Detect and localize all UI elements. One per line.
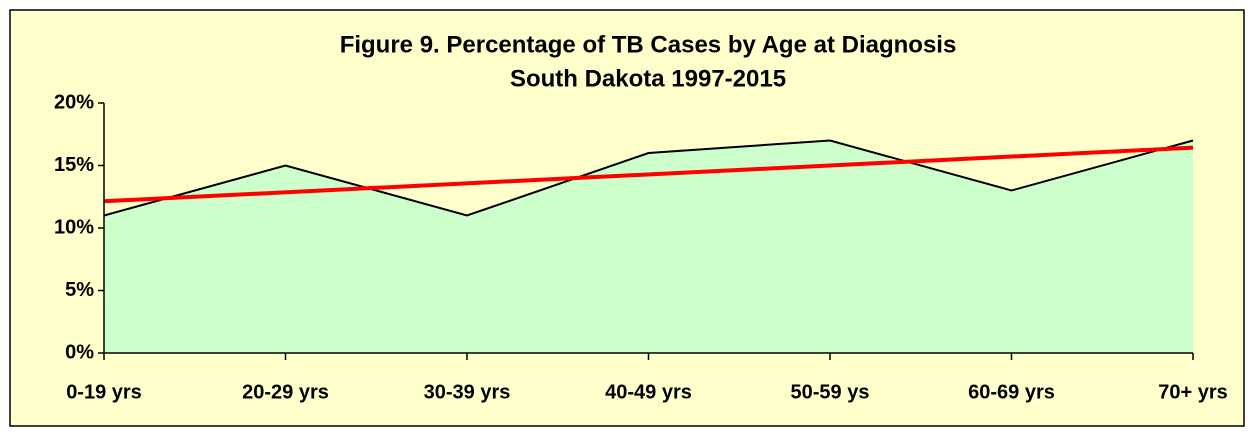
x-tick-label: 0-19 yrs — [66, 381, 142, 403]
y-tick-label: 5% — [65, 279, 94, 301]
area — [104, 140, 1193, 353]
x-tick-label: 60-69 yrs — [968, 381, 1055, 403]
x-tick-label: 50-59 ys — [791, 381, 870, 403]
y-tick-label: 20% — [54, 91, 94, 113]
y-tick-label: 0% — [65, 341, 94, 363]
x-tick-label: 70+ yrs — [1158, 381, 1228, 403]
y-tick-label: 15% — [54, 154, 94, 176]
chart-title: Figure 9. Percentage of TB Cases by Age … — [340, 31, 957, 58]
trend-line — [103, 145, 1194, 204]
chart-subtitle: South Dakota 1997-2015 — [510, 65, 786, 92]
x-tick-label: 40-49 yrs — [605, 381, 692, 403]
x-tick-label: 30-39 yrs — [424, 381, 511, 403]
y-tick-label: 10% — [54, 216, 94, 238]
x-tick-label: 20-29 yrs — [242, 381, 329, 403]
area-line — [103, 139, 1194, 217]
